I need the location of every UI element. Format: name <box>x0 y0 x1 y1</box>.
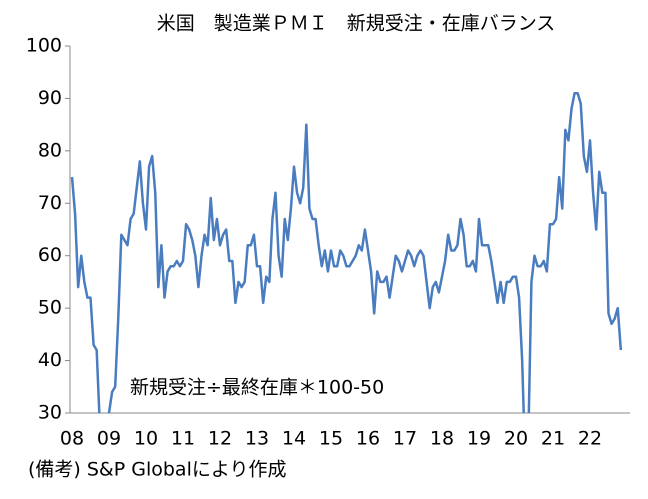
plot-area <box>70 91 623 413</box>
x-tick-label: 08 <box>60 428 84 450</box>
x-tick-label: 18 <box>430 428 454 450</box>
x-tick-label: 19 <box>467 428 491 450</box>
x-tick-label: 17 <box>393 428 417 450</box>
x-tick-label: 16 <box>356 428 380 450</box>
source-note: (備考) S&P Globalにより作成 <box>28 459 286 481</box>
x-tick-label: 11 <box>171 428 195 450</box>
x-tick-label: 13 <box>245 428 269 450</box>
chart-title: 米国 製造業ＰＭＩ 新規受注・在庫バランス <box>157 13 556 35</box>
y-tick-label: 40 <box>38 349 62 371</box>
x-tick-label: 15 <box>319 428 343 450</box>
y-tick-label: 50 <box>38 297 62 319</box>
x-tick-label: 14 <box>282 428 306 450</box>
x-tick-label: 09 <box>97 428 121 450</box>
x-tick-label: 20 <box>504 428 528 450</box>
y-tick-label: 80 <box>38 139 62 161</box>
x-tick-label: 10 <box>134 428 158 450</box>
x-tick-label: 22 <box>578 428 602 450</box>
x-tick-label: 21 <box>541 428 565 450</box>
x-tick-label: 12 <box>208 428 232 450</box>
y-tick-label: 30 <box>38 402 62 424</box>
data-line <box>70 91 623 413</box>
y-tick-label: 60 <box>38 244 62 266</box>
y-tick-label: 90 <box>38 87 62 109</box>
y-tick-label: 100 <box>26 35 62 57</box>
annotation: 新規受注÷最終在庫＊100-50 <box>130 377 384 399</box>
y-tick-label: 70 <box>38 192 62 214</box>
